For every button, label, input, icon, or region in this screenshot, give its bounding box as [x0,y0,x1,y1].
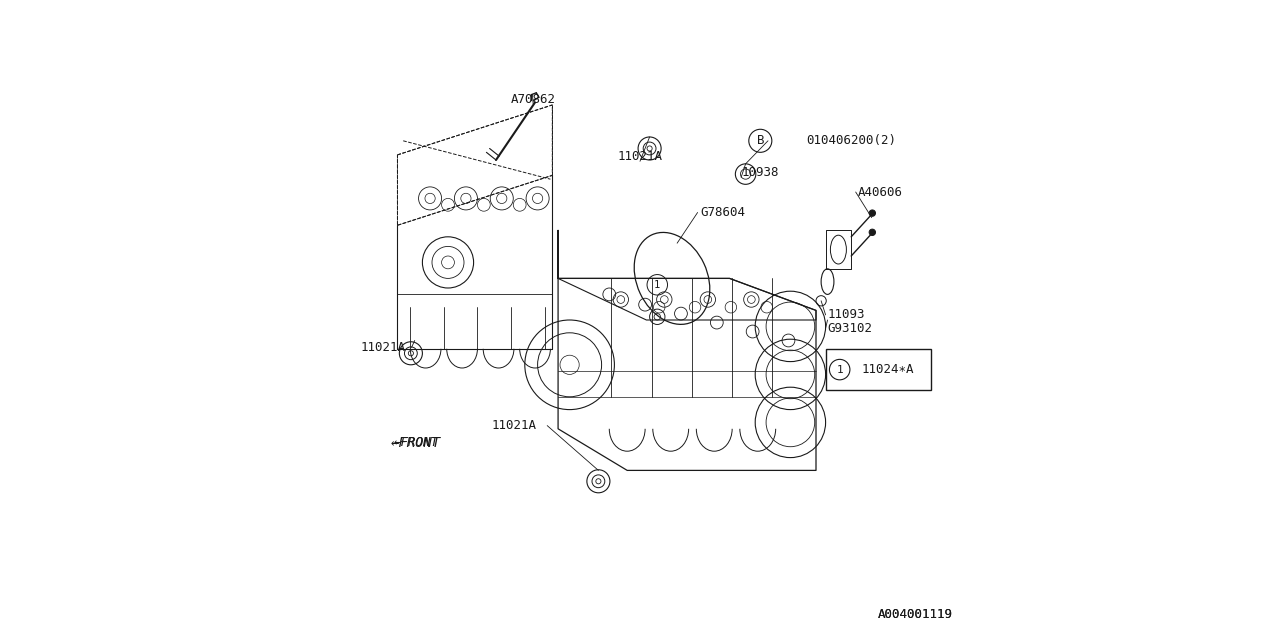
Text: 11093: 11093 [828,308,865,321]
Circle shape [869,210,876,216]
Text: A70862: A70862 [511,93,556,106]
Text: 1: 1 [654,280,660,290]
Text: 010406200(2): 010406200(2) [806,134,896,147]
Text: 11021A: 11021A [617,150,663,163]
Text: ←FRONT: ←FRONT [393,436,439,449]
Text: A40606: A40606 [858,186,902,198]
Text: A004001119: A004001119 [878,608,952,621]
Text: G78604: G78604 [700,206,745,219]
Text: 10938: 10938 [741,166,778,179]
Text: 11021A: 11021A [492,419,536,432]
Text: ←FRONT: ←FRONT [390,436,442,450]
Text: 11021A: 11021A [360,341,404,354]
Text: 11024∗A: 11024∗A [861,363,914,376]
Circle shape [869,229,876,236]
Text: G93102: G93102 [828,322,873,335]
Text: A004001119: A004001119 [878,608,952,621]
Text: B: B [756,134,764,147]
Text: 1: 1 [836,365,844,374]
